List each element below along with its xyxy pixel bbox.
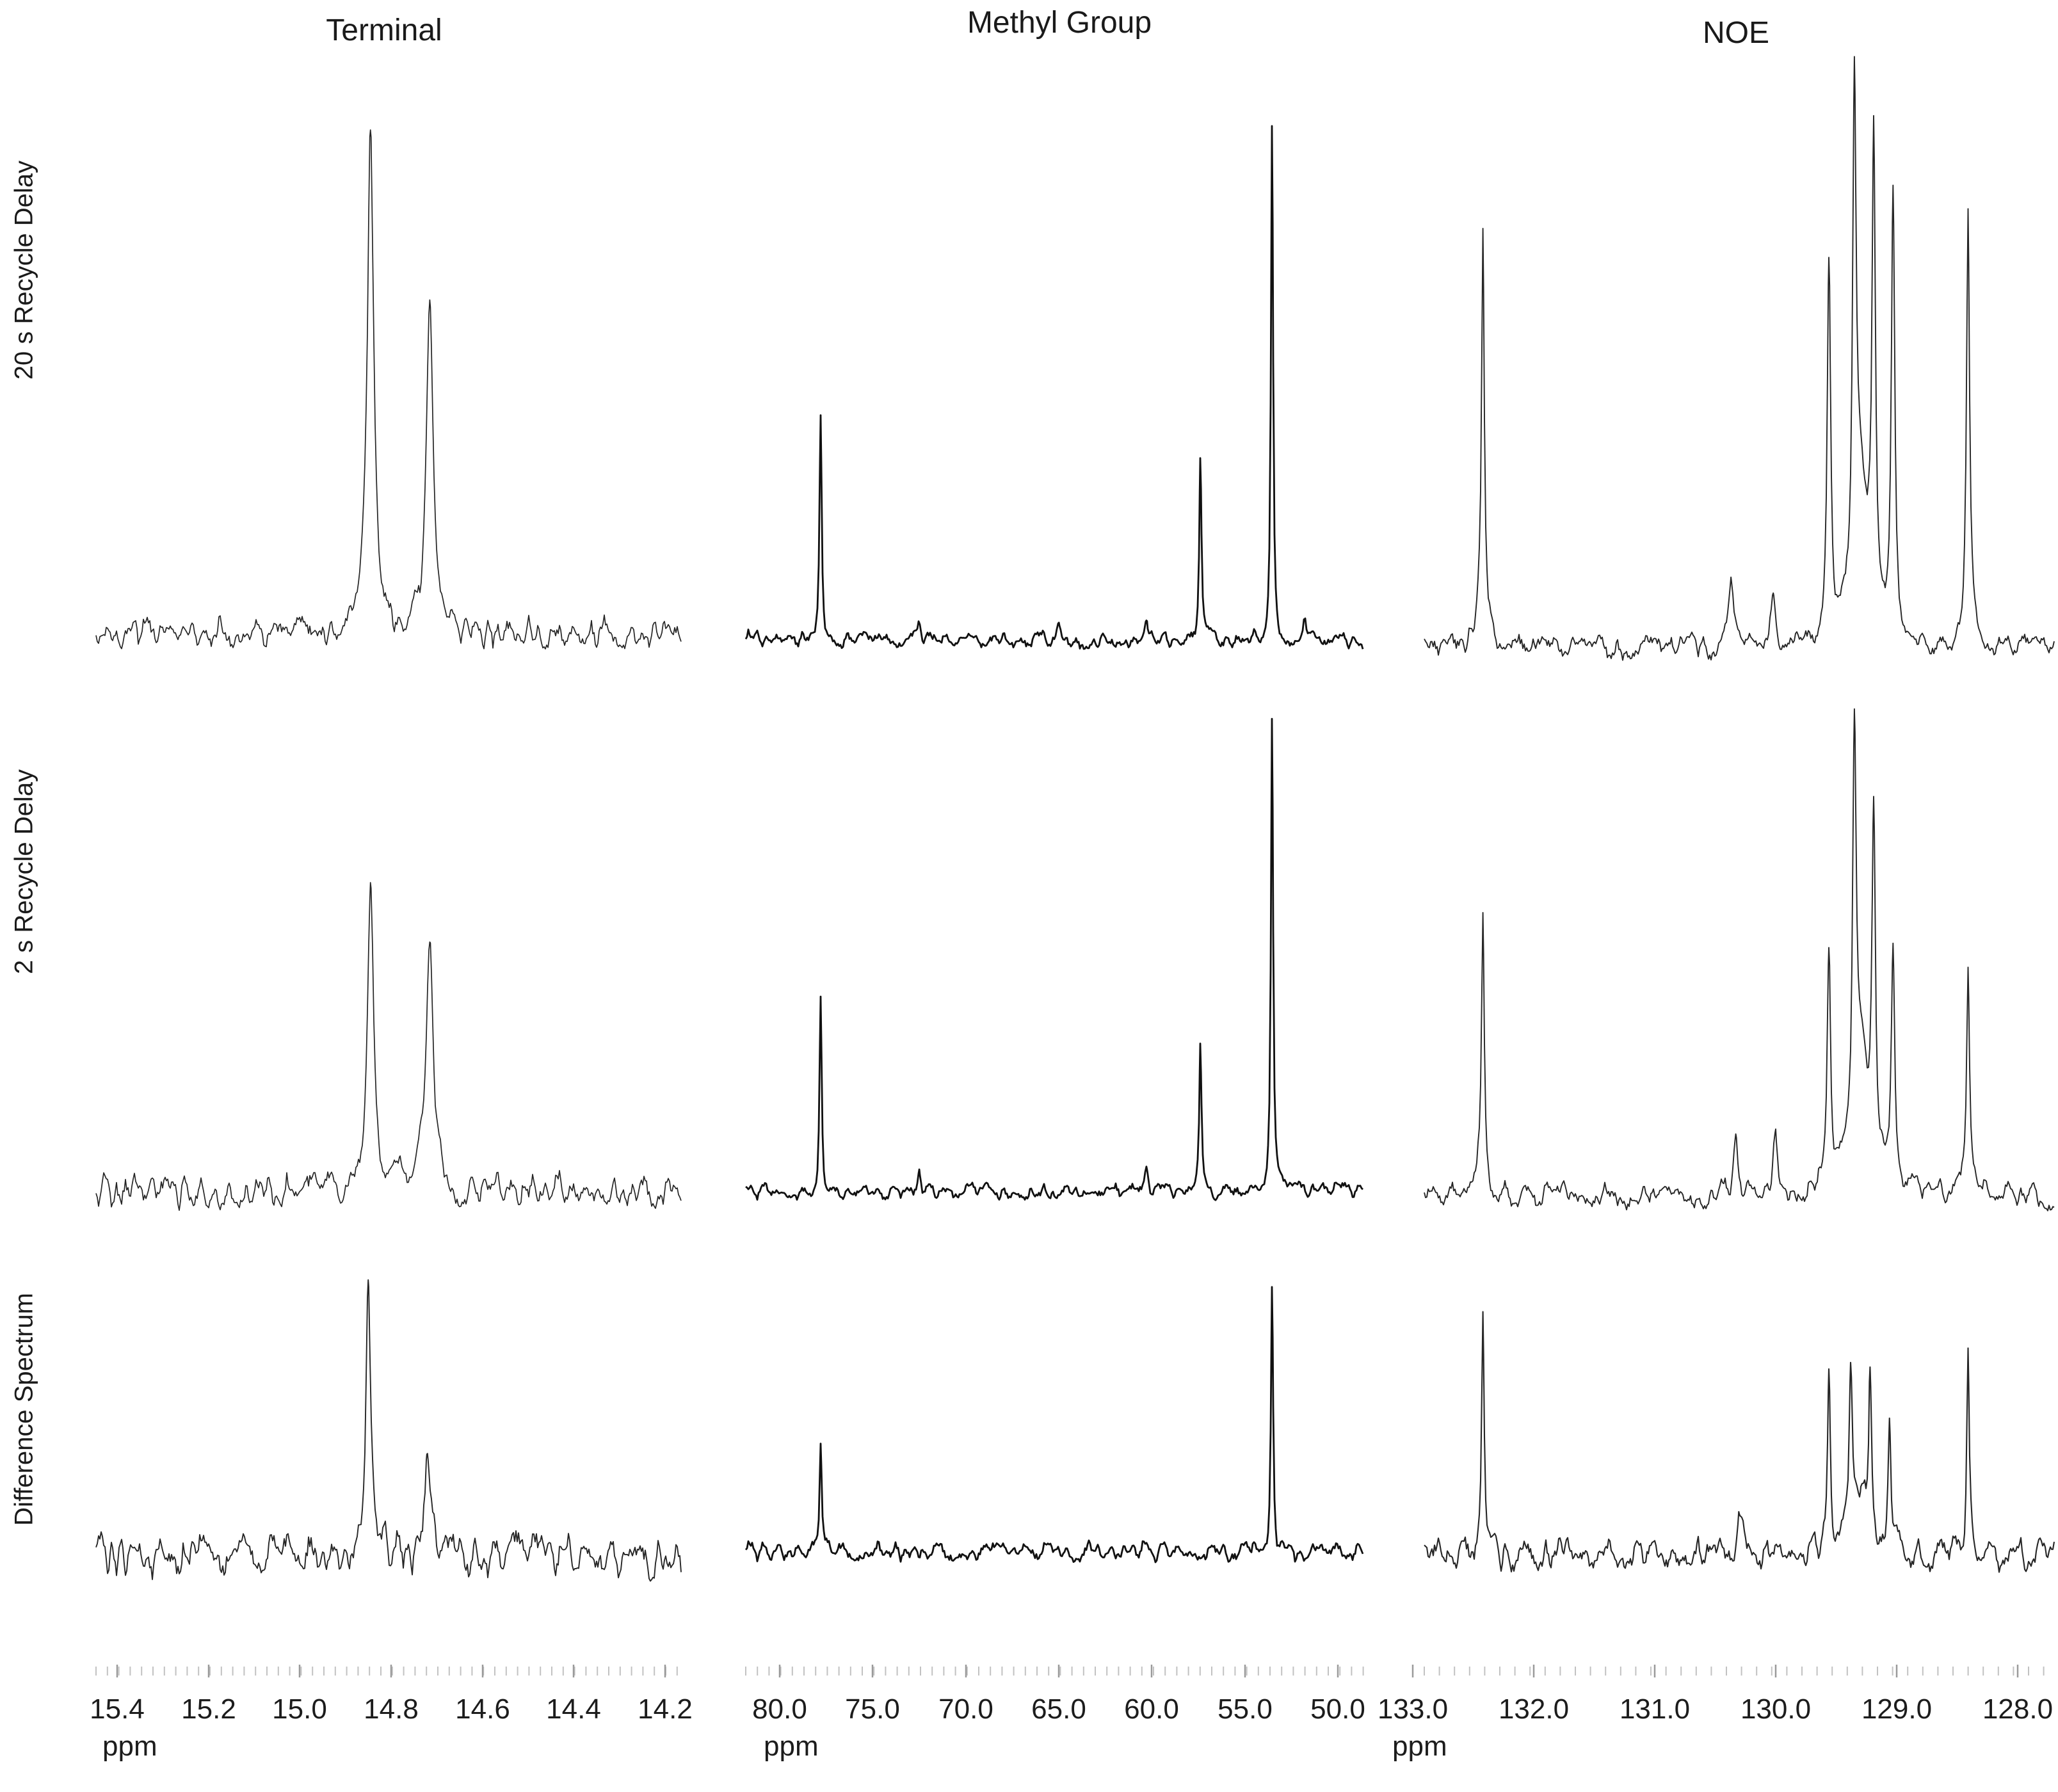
spectrum-trace-r1-c2 (1424, 708, 2055, 1212)
axis-tick-label: 15.2 (181, 1693, 236, 1725)
spectrum-trace-r0-c0 (95, 129, 682, 650)
axis-tick-label: 50.0 (1310, 1693, 1365, 1725)
axis-tick-label: 14.6 (455, 1693, 510, 1725)
axis-tick-label: 14.4 (546, 1693, 601, 1725)
axis-unit-label: ppm (1392, 1731, 1447, 1762)
axis-tick-label: 60.0 (1124, 1693, 1179, 1725)
axis-tick-label: 70.0 (938, 1693, 993, 1725)
axis-tick-label: 130.0 (1740, 1693, 1812, 1725)
axis-tick-label: 131.0 (1619, 1693, 1691, 1725)
spectrum-trace-r2-c1 (744, 1286, 1364, 1564)
axis-tick-label: 15.0 (272, 1693, 327, 1725)
axis-tick-label: 65.0 (1031, 1693, 1086, 1725)
axis-tick-label: 55.0 (1218, 1693, 1273, 1725)
axis-unit-label: ppm (764, 1731, 819, 1762)
spectrum-trace-r2-c0 (95, 1279, 682, 1582)
axis-tick-label: 133.0 (1377, 1693, 1449, 1725)
axis-tick-label: 128.0 (1982, 1693, 2054, 1725)
spectrum-trace-r1-c0 (95, 882, 682, 1211)
axis-tick-label: 129.0 (1861, 1693, 1933, 1725)
axis-tick-label: 132.0 (1498, 1693, 1570, 1725)
axis-tick-label: 75.0 (845, 1693, 900, 1725)
axis-tick-label: 80.0 (752, 1693, 807, 1725)
axis-tick-label: 15.4 (90, 1693, 145, 1725)
column-title-methyl-group: Methyl Group (967, 6, 1152, 40)
spectrum-trace-r0-c2 (1424, 56, 2055, 661)
axis-unit-label: ppm (102, 1731, 157, 1762)
spectrum-trace-r2-c2 (1424, 1311, 2055, 1573)
column-title-terminal: Terminal (326, 13, 442, 47)
spectrum-trace-r1-c1 (745, 717, 1363, 1201)
axis-tick-label: 14.2 (638, 1693, 693, 1725)
column-title-noe: NOE (1702, 16, 1770, 50)
axis-tick-label: 14.8 (364, 1693, 419, 1725)
spectrum-trace-r0-c1 (744, 125, 1364, 650)
